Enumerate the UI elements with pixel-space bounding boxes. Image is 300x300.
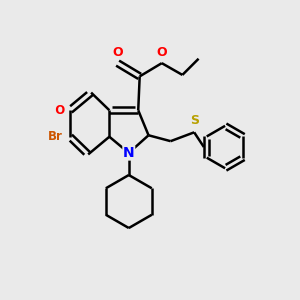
Text: O: O: [157, 46, 167, 59]
Text: H: H: [57, 105, 65, 115]
Text: O: O: [47, 104, 65, 117]
Text: Br: Br: [48, 130, 62, 143]
Text: S: S: [190, 114, 199, 127]
Text: N: N: [123, 146, 135, 160]
Text: O: O: [112, 46, 123, 59]
